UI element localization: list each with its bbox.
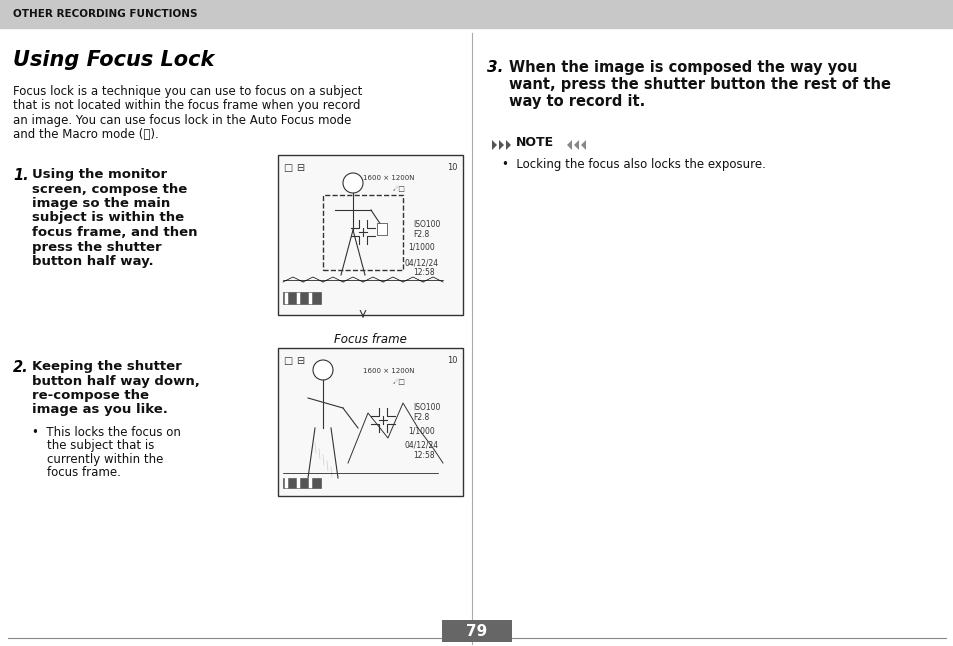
Text: way to record it.: way to record it. xyxy=(509,94,644,109)
Text: ISO100: ISO100 xyxy=(413,220,440,229)
Text: ☄□: ☄□ xyxy=(393,185,405,192)
Text: □: □ xyxy=(283,163,292,173)
Text: Keeping the shutter: Keeping the shutter xyxy=(32,360,182,373)
Text: 1.: 1. xyxy=(13,168,29,183)
Text: subject is within the: subject is within the xyxy=(32,211,184,225)
Bar xyxy=(283,292,320,304)
Text: image as you like.: image as you like. xyxy=(32,404,168,417)
Text: OTHER RECORDING FUNCTIONS: OTHER RECORDING FUNCTIONS xyxy=(13,9,197,19)
Circle shape xyxy=(313,360,333,380)
Bar xyxy=(323,195,402,270)
Text: ⊟: ⊟ xyxy=(295,356,304,366)
Bar xyxy=(277,155,462,315)
Text: focus frame, and then: focus frame, and then xyxy=(32,226,197,239)
Text: •  Locking the focus also locks the exposure.: • Locking the focus also locks the expos… xyxy=(501,158,765,171)
Text: currently within the: currently within the xyxy=(32,453,163,466)
Text: want, press the shutter button the rest of the: want, press the shutter button the rest … xyxy=(509,77,890,92)
Text: Using Focus Lock: Using Focus Lock xyxy=(13,50,214,70)
Text: 79: 79 xyxy=(466,623,487,638)
Text: □: □ xyxy=(283,356,292,366)
Text: Focus lock is a technique you can use to focus on a subject: Focus lock is a technique you can use to… xyxy=(13,85,362,98)
Circle shape xyxy=(343,173,363,193)
Text: 04/12/24: 04/12/24 xyxy=(405,258,438,267)
Text: 12:58: 12:58 xyxy=(413,268,435,277)
Text: 10: 10 xyxy=(447,163,457,172)
Text: an image. You can use focus lock in the Auto Focus mode: an image. You can use focus lock in the … xyxy=(13,114,351,127)
Text: 1600 × 1200N: 1600 × 1200N xyxy=(363,368,414,374)
Bar xyxy=(277,348,462,496)
Bar xyxy=(283,478,320,488)
Text: re-compose the: re-compose the xyxy=(32,389,149,402)
Text: 1/1000: 1/1000 xyxy=(408,243,435,252)
Text: 04/12/24: 04/12/24 xyxy=(405,441,438,450)
Text: image so the main: image so the main xyxy=(32,197,170,210)
Text: 1600 × 1200N: 1600 × 1200N xyxy=(363,175,414,181)
Text: 10: 10 xyxy=(447,356,457,365)
Polygon shape xyxy=(498,140,503,150)
Text: F2.8: F2.8 xyxy=(413,230,429,239)
Text: •  This locks the focus on: • This locks the focus on xyxy=(32,426,181,439)
Text: press the shutter: press the shutter xyxy=(32,240,161,253)
Text: ⊟: ⊟ xyxy=(295,163,304,173)
Text: F2.8: F2.8 xyxy=(413,413,429,422)
Text: NOTE: NOTE xyxy=(516,136,554,149)
Text: 3.: 3. xyxy=(486,60,503,75)
Text: button half way.: button half way. xyxy=(32,255,153,268)
Polygon shape xyxy=(505,140,511,150)
Bar xyxy=(441,620,512,642)
Text: ISO100: ISO100 xyxy=(413,403,440,412)
Text: and the Macro mode (⑂).: and the Macro mode (⑂). xyxy=(13,129,158,141)
Text: When the image is composed the way you: When the image is composed the way you xyxy=(509,60,857,75)
Text: focus frame.: focus frame. xyxy=(32,466,121,479)
Text: Focus frame: Focus frame xyxy=(334,333,406,346)
Text: the subject that is: the subject that is xyxy=(32,439,154,452)
Text: 12:58: 12:58 xyxy=(413,451,435,460)
Text: ☄□: ☄□ xyxy=(393,378,405,385)
Polygon shape xyxy=(492,140,497,150)
Polygon shape xyxy=(574,140,578,150)
Text: screen, compose the: screen, compose the xyxy=(32,183,187,196)
Text: that is not located within the focus frame when you record: that is not located within the focus fra… xyxy=(13,99,360,112)
Text: 2.: 2. xyxy=(13,360,29,375)
Polygon shape xyxy=(566,140,572,150)
Polygon shape xyxy=(580,140,585,150)
Text: Using the monitor: Using the monitor xyxy=(32,168,167,181)
Bar xyxy=(376,223,387,235)
Text: 1/1000: 1/1000 xyxy=(408,426,435,435)
Bar xyxy=(0,0,953,28)
Text: button half way down,: button half way down, xyxy=(32,375,200,388)
